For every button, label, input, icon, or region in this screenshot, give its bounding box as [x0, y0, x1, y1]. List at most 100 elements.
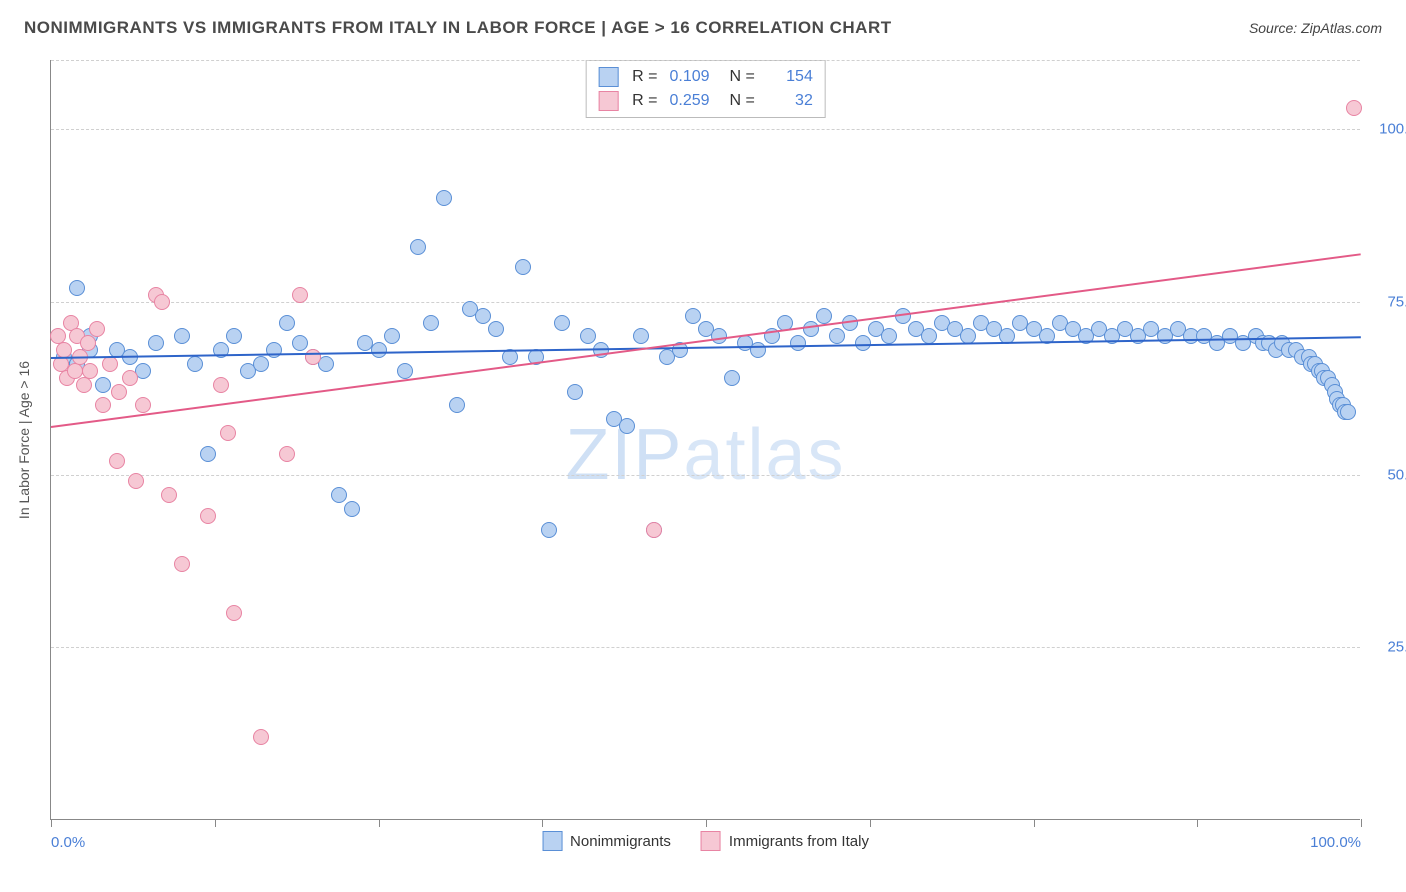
data-point-nonimmigrants [790, 335, 806, 351]
data-point-immigrants [279, 446, 295, 462]
data-point-nonimmigrants [816, 308, 832, 324]
data-point-immigrants [174, 556, 190, 572]
data-point-nonimmigrants [279, 315, 295, 331]
data-point-nonimmigrants [253, 356, 269, 372]
data-point-immigrants [220, 425, 236, 441]
data-point-nonimmigrants [633, 328, 649, 344]
data-point-nonimmigrants [436, 190, 452, 206]
data-point-immigrants [646, 522, 662, 538]
x-tick [51, 819, 52, 827]
data-point-nonimmigrants [95, 377, 111, 393]
data-point-nonimmigrants [921, 328, 937, 344]
data-point-immigrants [80, 335, 96, 351]
data-point-immigrants [213, 377, 229, 393]
legend-swatch [598, 67, 618, 87]
r-label: R = [632, 68, 657, 86]
data-point-immigrants [109, 453, 125, 469]
data-point-nonimmigrants [371, 342, 387, 358]
data-point-nonimmigrants [266, 342, 282, 358]
data-point-nonimmigrants [187, 356, 203, 372]
r-value: 0.109 [670, 68, 716, 86]
gridline [51, 475, 1360, 476]
y-tick-label: 25.0% [1370, 639, 1406, 656]
data-point-immigrants [102, 356, 118, 372]
data-point-immigrants [89, 321, 105, 337]
data-point-immigrants [161, 487, 177, 503]
plot-wrap: In Labor Force | Age > 16 ZIPatlas R =0.… [50, 60, 1360, 820]
x-tick-label: 100.0% [1310, 834, 1361, 851]
data-point-nonimmigrants [292, 335, 308, 351]
chart-title: NONIMMIGRANTS VS IMMIGRANTS FROM ITALY I… [24, 18, 892, 38]
r-value: 0.259 [670, 92, 716, 110]
n-value: 32 [767, 92, 813, 110]
data-point-nonimmigrants [1340, 404, 1356, 420]
data-point-immigrants [111, 384, 127, 400]
data-point-nonimmigrants [881, 328, 897, 344]
n-label: N = [730, 68, 755, 86]
data-point-immigrants [154, 294, 170, 310]
legend-swatch [598, 91, 618, 111]
legend-stats: R =0.109N =154R =0.259N =32 [585, 60, 826, 118]
x-tick [1361, 819, 1362, 827]
legend-stats-row: R =0.259N =32 [598, 89, 813, 113]
legend-label: Immigrants from Italy [729, 833, 869, 850]
x-tick [215, 819, 216, 827]
data-point-nonimmigrants [449, 397, 465, 413]
x-tick [1034, 819, 1035, 827]
data-point-nonimmigrants [331, 487, 347, 503]
data-point-nonimmigrants [69, 280, 85, 296]
y-tick-label: 75.0% [1370, 293, 1406, 310]
legend-stats-row: R =0.109N =154 [598, 65, 813, 89]
gridline [51, 302, 1360, 303]
legend-swatch [542, 831, 562, 851]
x-tick [706, 819, 707, 827]
x-tick [870, 819, 871, 827]
data-point-nonimmigrants [423, 315, 439, 331]
data-point-nonimmigrants [685, 308, 701, 324]
data-point-nonimmigrants [488, 321, 504, 337]
data-point-nonimmigrants [567, 384, 583, 400]
legend-label: Nonimmigrants [570, 833, 671, 850]
data-point-nonimmigrants [344, 501, 360, 517]
data-point-nonimmigrants [750, 342, 766, 358]
data-point-nonimmigrants [803, 321, 819, 337]
data-point-immigrants [122, 370, 138, 386]
data-point-nonimmigrants [148, 335, 164, 351]
data-point-nonimmigrants [515, 259, 531, 275]
data-point-nonimmigrants [580, 328, 596, 344]
data-point-immigrants [76, 377, 92, 393]
watermark-thin: atlas [683, 415, 845, 495]
title-bar: NONIMMIGRANTS VS IMMIGRANTS FROM ITALY I… [0, 0, 1406, 46]
data-point-immigrants [200, 508, 216, 524]
gridline [51, 129, 1360, 130]
watermark: ZIPatlas [565, 414, 845, 496]
n-label: N = [730, 92, 755, 110]
data-point-immigrants [135, 397, 151, 413]
data-point-nonimmigrants [829, 328, 845, 344]
data-point-immigrants [95, 397, 111, 413]
x-tick [1197, 819, 1198, 827]
source-label: Source: ZipAtlas.com [1249, 20, 1382, 36]
x-tick [542, 819, 543, 827]
y-axis-label: In Labor Force | Age > 16 [16, 361, 32, 519]
gridline [51, 647, 1360, 648]
data-point-immigrants [226, 605, 242, 621]
y-tick-label: 50.0% [1370, 466, 1406, 483]
data-point-immigrants [1346, 100, 1362, 116]
data-point-nonimmigrants [410, 239, 426, 255]
x-tick-label: 0.0% [51, 834, 85, 851]
gridline [51, 60, 1360, 61]
data-point-nonimmigrants [174, 328, 190, 344]
data-point-immigrants [292, 287, 308, 303]
legend-item: Nonimmigrants [542, 831, 671, 851]
y-tick-label: 100.0% [1370, 121, 1406, 138]
data-point-nonimmigrants [724, 370, 740, 386]
data-point-immigrants [253, 729, 269, 745]
legend-swatch [701, 831, 721, 851]
data-point-nonimmigrants [200, 446, 216, 462]
data-point-nonimmigrants [619, 418, 635, 434]
data-point-nonimmigrants [384, 328, 400, 344]
legend-series: Nonimmigrants Immigrants from Italy [542, 831, 869, 851]
x-tick [379, 819, 380, 827]
data-point-nonimmigrants [226, 328, 242, 344]
